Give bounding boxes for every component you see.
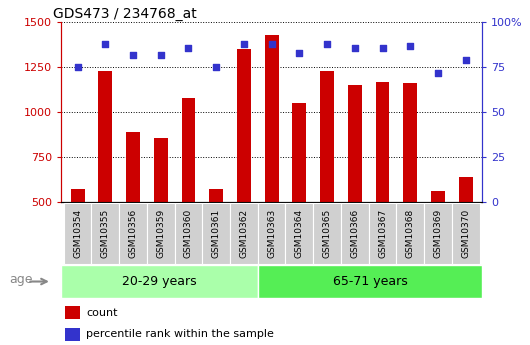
Bar [182,98,196,202]
Bar [237,49,251,202]
Bar [424,203,452,264]
Bar [126,132,140,202]
Point [295,50,304,56]
Point [323,41,331,47]
Bar [209,189,223,202]
Bar [99,71,112,202]
Point [267,41,276,47]
Bar [293,103,306,202]
Bar [61,265,258,298]
Point [462,57,470,63]
Text: GSM10361: GSM10361 [211,209,220,258]
Bar [264,35,279,202]
Point [350,45,359,50]
Bar [286,203,313,264]
Bar [369,203,396,264]
Bar [320,71,334,202]
Bar [202,203,230,264]
Bar [154,138,167,202]
Bar [396,203,424,264]
Point [406,43,414,49]
Bar [65,328,80,341]
Bar [452,203,480,264]
Bar [403,82,417,202]
Bar [459,177,473,202]
Bar [65,306,80,319]
Text: GSM10363: GSM10363 [267,209,276,258]
Bar [147,203,174,264]
Point [434,70,442,76]
Point [73,65,82,70]
Text: GSM10364: GSM10364 [295,209,304,258]
Text: GSM10370: GSM10370 [461,209,470,258]
Point [156,52,165,58]
Text: GSM10369: GSM10369 [434,209,443,258]
Text: GSM10366: GSM10366 [350,209,359,258]
Bar [376,82,390,202]
Text: 20-29 years: 20-29 years [122,275,197,288]
Bar [348,85,361,202]
Text: GSM10359: GSM10359 [156,209,165,258]
Bar [431,191,445,202]
Bar [70,189,84,202]
Bar [258,203,286,264]
Text: GSM10355: GSM10355 [101,209,110,258]
Bar [64,203,92,264]
Text: GSM10360: GSM10360 [184,209,193,258]
Text: count: count [86,308,118,318]
Point [378,45,387,50]
Bar [258,265,482,298]
Text: age: age [9,273,33,286]
Bar [341,203,369,264]
Point [101,41,110,47]
Text: 65-71 years: 65-71 years [332,275,408,288]
Text: GSM10368: GSM10368 [406,209,415,258]
Point [240,41,248,47]
Text: GSM10354: GSM10354 [73,209,82,258]
Point [184,45,193,50]
Bar [230,203,258,264]
Point [129,52,137,58]
Text: GSM10362: GSM10362 [240,209,249,258]
Text: GSM10356: GSM10356 [128,209,137,258]
Bar [174,203,202,264]
Point [212,65,220,70]
Bar [313,203,341,264]
Bar [119,203,147,264]
Text: GDS473 / 234768_at: GDS473 / 234768_at [52,7,196,21]
Text: percentile rank within the sample: percentile rank within the sample [86,329,274,339]
Text: GSM10367: GSM10367 [378,209,387,258]
Text: GSM10365: GSM10365 [323,209,332,258]
Bar [92,203,119,264]
